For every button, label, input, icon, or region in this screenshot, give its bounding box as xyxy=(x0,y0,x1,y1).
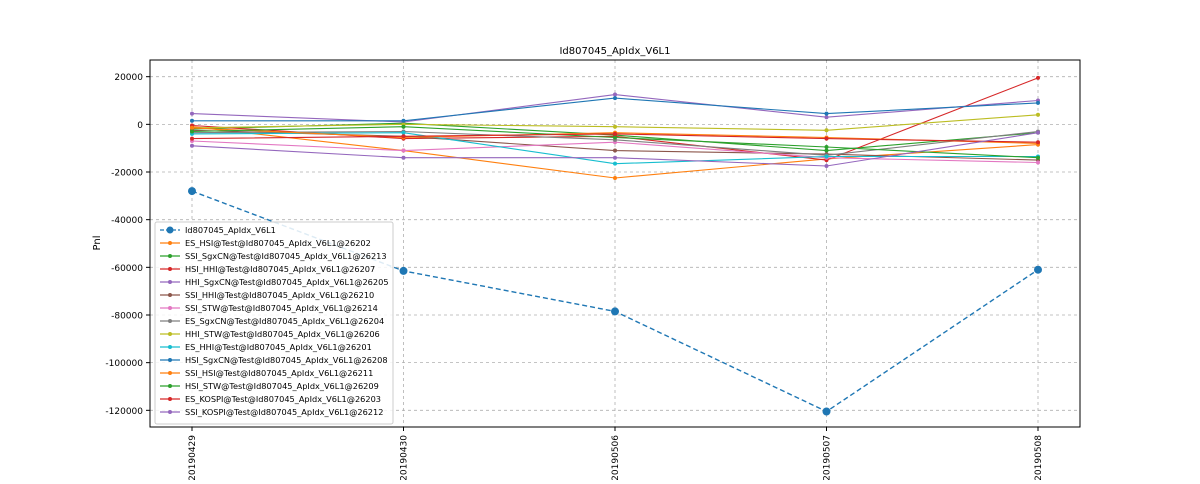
x-tick-label: 20190507 xyxy=(823,435,833,480)
legend-swatch-marker xyxy=(168,358,172,362)
data-point xyxy=(190,143,194,148)
data-point xyxy=(1036,140,1040,145)
legend-swatch-marker xyxy=(166,226,174,234)
data-point xyxy=(1034,265,1042,274)
data-point xyxy=(1036,75,1040,80)
data-point xyxy=(824,136,829,141)
data-point xyxy=(613,175,617,180)
data-point xyxy=(401,124,406,129)
legend-entry: ES_KOSPI@Test@Id807045_ApIdx_V6L1@26203 xyxy=(185,394,381,404)
legend-entry: ES_HHI@Test@Id807045_ApIdx_V6L1@26201 xyxy=(185,342,372,352)
legend-entry: HSI_HHI@Test@Id807045_ApIdx_V6L1@26207 xyxy=(185,264,375,274)
legend-entry: HSI_SgxCN@Test@Id807045_ApIdx_V6L1@26208 xyxy=(185,355,388,365)
data-point xyxy=(613,124,617,129)
y-tick-label: -120000 xyxy=(105,407,143,417)
legend-entry: SSI_SgxCN@Test@Id807045_ApIdx_V6L1@26213 xyxy=(185,251,387,261)
data-point xyxy=(190,136,194,141)
data-point xyxy=(613,135,617,140)
data-point xyxy=(190,125,194,130)
data-point xyxy=(190,129,194,134)
legend-box xyxy=(154,221,394,425)
legend-swatch-marker xyxy=(168,306,172,310)
y-tick-label: -80000 xyxy=(111,311,143,321)
legend-swatch-marker xyxy=(168,410,172,414)
legend-swatch-marker xyxy=(168,319,172,323)
chart-title: Id807045_ApIdx_V6L1 xyxy=(559,46,670,57)
legend-entry: ES_SgxCN@Test@Id807045_ApIdx_V6L1@26204 xyxy=(185,316,384,326)
data-point xyxy=(824,148,829,153)
data-point xyxy=(399,266,408,275)
legend-swatch-marker xyxy=(168,293,172,297)
data-point xyxy=(613,155,617,160)
data-point xyxy=(824,144,829,149)
x-tick-label: 20190429 xyxy=(188,435,198,480)
legend-entry: ES_HSI@Test@Id807045_ApIdx_V6L1@26202 xyxy=(185,238,371,248)
data-point xyxy=(401,155,406,160)
legend: Id807045_ApIdx_V6L1 ES_HSI@Test@Id807045_… xyxy=(154,221,394,425)
data-point xyxy=(824,164,829,169)
legend-entry: SSI_HHI@Test@Id807045_ApIdx_V6L1@26210 xyxy=(185,290,374,300)
data-point xyxy=(1036,130,1040,135)
data-point xyxy=(188,187,196,196)
data-point xyxy=(190,111,194,116)
y-axis-label: Pnl xyxy=(92,236,103,251)
legend-swatch-marker xyxy=(168,267,172,271)
legend-swatch-marker xyxy=(168,280,172,284)
y-tick-label: -100000 xyxy=(105,359,143,369)
data-point xyxy=(613,92,617,97)
legend-entry: Id807045_ApIdx_V6L1 xyxy=(185,225,276,235)
data-point xyxy=(1036,160,1040,165)
data-point xyxy=(824,128,829,133)
data-point xyxy=(824,111,829,116)
data-point xyxy=(1036,100,1040,105)
data-point xyxy=(613,96,617,101)
legend-swatch-marker xyxy=(168,254,172,258)
data-point xyxy=(401,134,406,139)
data-point xyxy=(822,407,831,416)
legend-swatch-marker xyxy=(168,332,172,336)
axes: 20000 0 -20000 -40000 -60000 -80000 -100000 -12… xyxy=(105,73,1044,481)
legend-swatch-marker xyxy=(168,371,172,375)
y-tick-label: 0 xyxy=(137,121,143,131)
y-tick-label: -60000 xyxy=(111,264,143,274)
legend-entry: SSI_KOSPI@Test@Id807045_ApIdx_V6L1@26212 xyxy=(185,407,383,417)
data-point xyxy=(1036,155,1040,160)
data-point xyxy=(613,131,617,136)
legend-entry: HSI_STW@Test@Id807045_ApIdx_V6L1@26209 xyxy=(185,381,379,391)
y-tick-label: 20000 xyxy=(114,73,143,83)
data-point xyxy=(824,115,829,120)
y-tick-label: -40000 xyxy=(111,216,143,226)
data-point xyxy=(824,154,829,159)
legend-entry: HHI_SgxCN@Test@Id807045_ApIdx_V6L1@26205 xyxy=(185,277,389,287)
legend-swatch-marker xyxy=(168,241,172,245)
x-tick-label: 20190508 xyxy=(1034,435,1044,480)
data-point xyxy=(190,118,194,123)
legend-swatch-marker xyxy=(168,345,172,349)
legend-entry: HHI_STW@Test@Id807045_ApIdx_V6L1@26206 xyxy=(185,329,380,339)
legend-swatch-marker xyxy=(168,397,172,401)
data-point xyxy=(1036,112,1040,117)
data-point xyxy=(611,307,619,316)
legend-entry: SSI_STW@Test@Id807045_ApIdx_V6L1@26214 xyxy=(185,303,378,313)
data-point xyxy=(613,161,617,166)
data-point xyxy=(401,130,406,135)
y-tick-label: -20000 xyxy=(111,169,143,179)
data-point xyxy=(613,148,617,153)
data-point xyxy=(401,118,406,123)
data-point xyxy=(401,148,406,153)
legend-entry: SSI_HSI@Test@Id807045_ApIdx_V6L1@26211 xyxy=(185,368,373,378)
series-group xyxy=(188,75,1042,416)
x-tick-label: 20190430 xyxy=(400,435,410,480)
legend-swatch-marker xyxy=(168,384,172,388)
x-tick-label: 20190506 xyxy=(611,435,621,480)
